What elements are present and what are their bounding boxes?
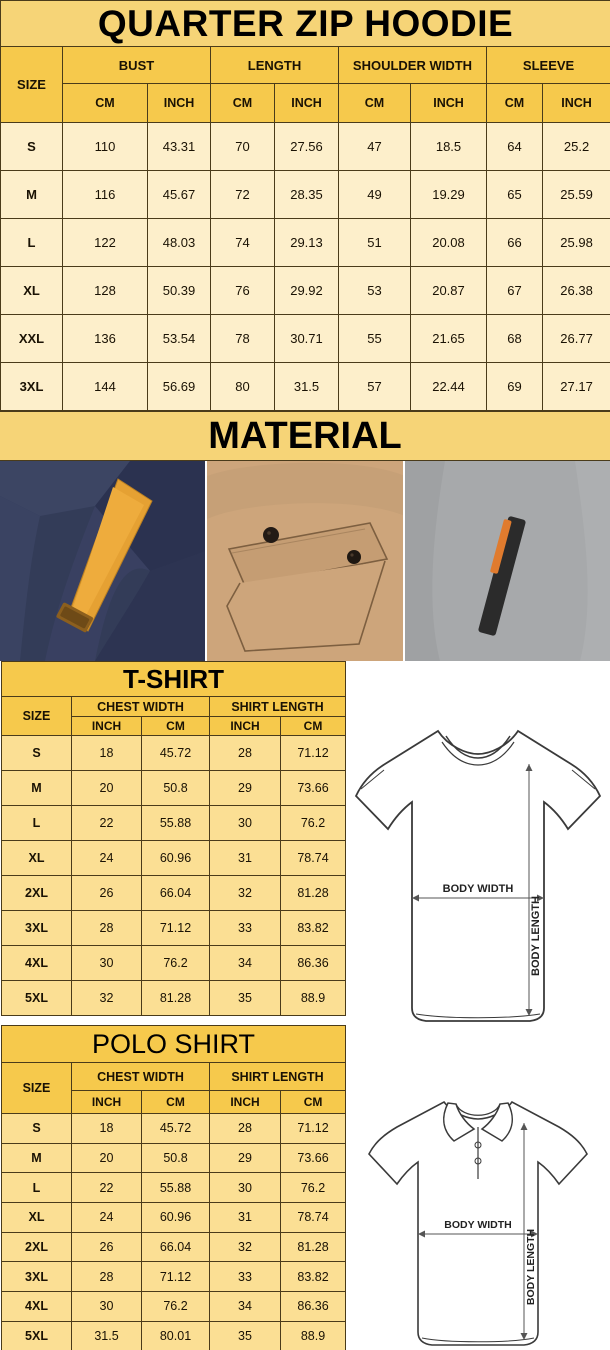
svg-text:BODY WIDTH: BODY WIDTH [443,883,514,895]
svg-text:BODY LENGTH: BODY LENGTH [525,1229,537,1305]
svg-text:BODY LENGTH: BODY LENGTH [530,896,542,976]
svg-text:BODY WIDTH: BODY WIDTH [444,1219,511,1231]
